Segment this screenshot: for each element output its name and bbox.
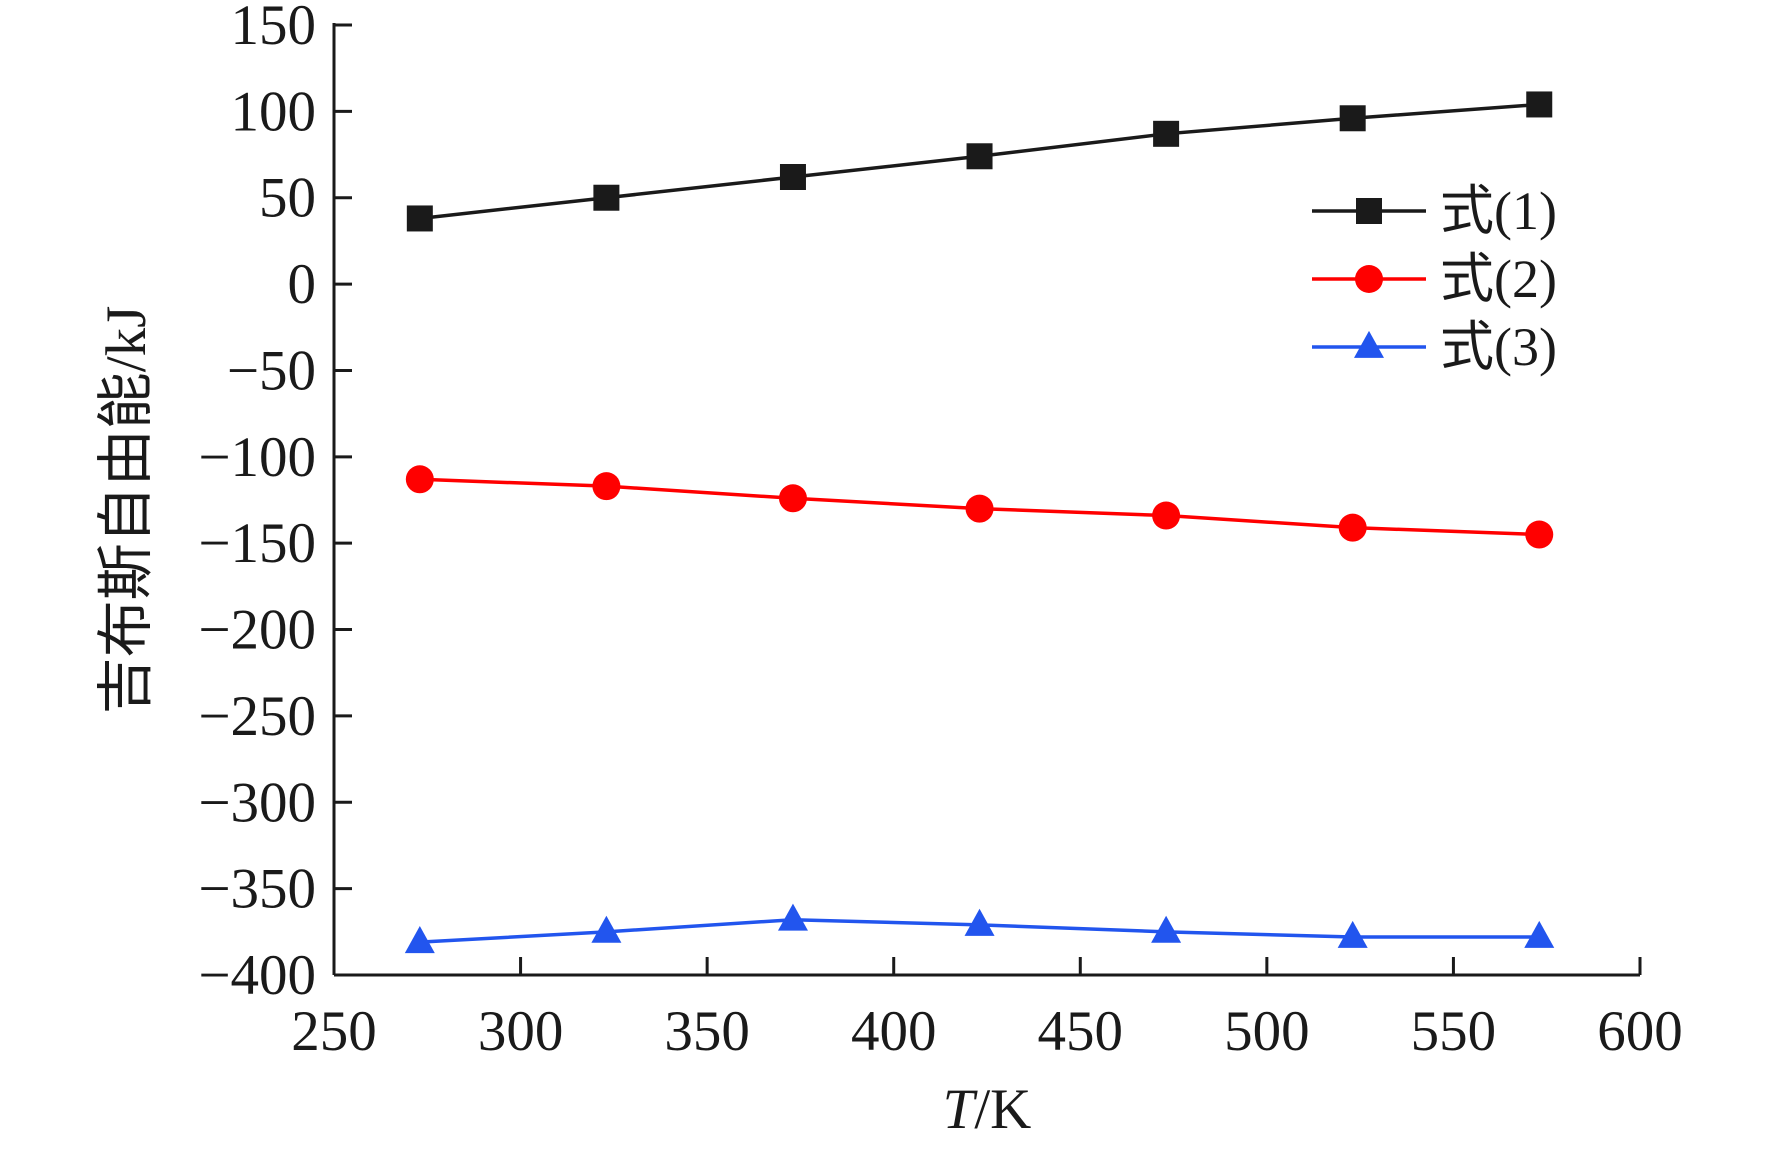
y-tick-label: −250 (198, 685, 316, 748)
legend-entry-3: 式(3) (1312, 317, 1557, 377)
data-point-triangle (1151, 915, 1182, 943)
x-axis-title-unit: /K (974, 1078, 1031, 1141)
y-tick-label: −200 (198, 599, 316, 662)
y-tick-label: −150 (198, 512, 316, 575)
y-tick-label: −100 (198, 426, 316, 489)
legend-label: 式(3) (1440, 317, 1557, 377)
data-point-circle (965, 494, 994, 523)
x-axis-title-symbol: T (943, 1078, 979, 1141)
series-2 (405, 465, 1554, 549)
y-tick-label: −50 (227, 339, 316, 402)
legend-entry-1: 式(1) (1312, 181, 1557, 241)
data-point-circle (1152, 501, 1181, 530)
data-point-circle (592, 472, 621, 501)
data-point-triangle (777, 903, 808, 931)
y-tick-label: 150 (231, 0, 317, 57)
x-tick-label: 450 (1038, 1000, 1124, 1063)
y-tick-label: 50 (259, 167, 316, 230)
legend: 式(1) 式(2) 式(3) (1312, 181, 1557, 377)
axis-titles: T/K 吉布斯自由能/kJ (95, 306, 1031, 1141)
data-point-square (1526, 91, 1553, 118)
y-axis-title: 吉布斯自由能/kJ (95, 306, 158, 715)
data-point-triangle (1337, 920, 1368, 948)
plot-series (404, 91, 1555, 954)
data-point-square (406, 205, 433, 232)
data-point-triangle (964, 908, 995, 936)
x-tick-label: 400 (851, 1000, 937, 1063)
data-point-square (1339, 105, 1366, 132)
x-tick-label: 600 (1597, 1000, 1683, 1063)
y-tick-label: −300 (198, 771, 316, 834)
data-point-square (1153, 120, 1180, 147)
data-point-triangle (404, 926, 435, 954)
x-tick-label: 500 (1224, 1000, 1310, 1063)
x-tick-label: 300 (478, 1000, 564, 1063)
series-1 (406, 91, 1553, 232)
legend-marker-square (1356, 198, 1382, 224)
legend-label: 式(1) (1440, 181, 1557, 241)
data-point-square (966, 143, 993, 170)
axes: 150100500−50−100−150−200−250−300−350−400… (198, 0, 1682, 1063)
data-point-circle (778, 484, 807, 513)
y-tick-label: 100 (231, 80, 317, 143)
x-tick-label: 350 (664, 1000, 750, 1063)
x-tick-label: 550 (1411, 1000, 1497, 1063)
data-point-circle (405, 465, 434, 494)
y-tick-label: 0 (288, 253, 317, 316)
legend-label: 式(2) (1440, 249, 1557, 309)
data-point-square (593, 184, 620, 211)
legend-marker-circle (1355, 265, 1383, 293)
x-axis-title: T/K (943, 1078, 1032, 1141)
data-point-square (779, 164, 806, 190)
legend-marker-triangle (1354, 330, 1384, 358)
y-tick-label: −350 (198, 858, 316, 921)
series-3 (404, 903, 1555, 954)
data-point-triangle (1524, 920, 1555, 948)
data-point-circle (1338, 513, 1367, 542)
data-point-circle (1525, 520, 1554, 549)
y-tick-label: −400 (198, 944, 316, 1007)
data-point-triangle (591, 915, 622, 943)
x-tick-label: 250 (291, 1000, 377, 1063)
legend-entry-2: 式(2) (1312, 249, 1557, 309)
